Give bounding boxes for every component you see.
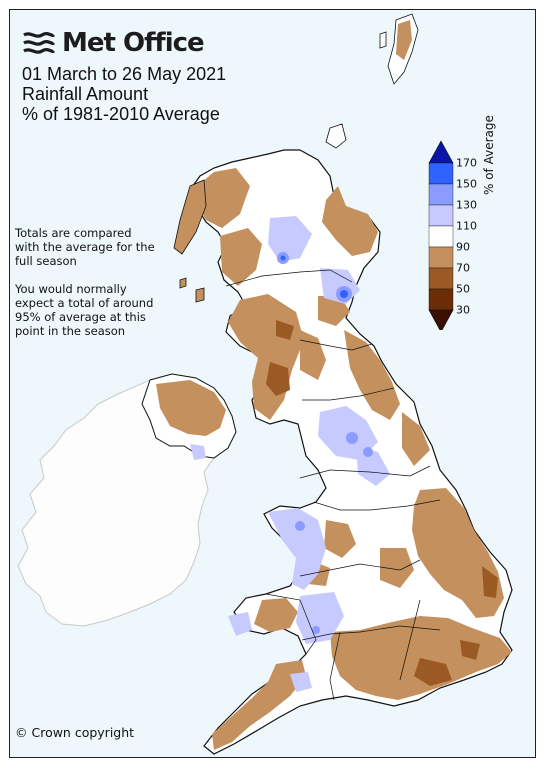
- region-borders: [225, 269, 441, 701]
- title-variable: Rainfall Amount: [22, 84, 149, 104]
- legend-tick-label: 70: [456, 261, 470, 275]
- colorbar: [428, 140, 454, 330]
- legend-title: % of Average: [482, 115, 496, 195]
- colorbar-extend-min: [428, 309, 454, 330]
- note-paragraph-2: You would normally expect a total of aro…: [15, 282, 154, 338]
- colorbar-extend-max: [428, 140, 454, 164]
- met-office-logo: Met Office: [22, 28, 205, 58]
- legend-tick-label: 30: [456, 303, 470, 317]
- legend-tick-label: 150: [456, 177, 477, 191]
- colorbar-cell: [428, 267, 454, 290]
- legend-tick-label: 110: [456, 219, 477, 233]
- well-below-average-areas: [266, 320, 498, 686]
- note-paragraph-1: Totals are compared with the average for…: [15, 226, 155, 268]
- outer-isles: [173, 179, 207, 303]
- colorbar-cell: [428, 183, 454, 206]
- colorbar-cell: [428, 162, 454, 185]
- colorbar-cell: [428, 246, 454, 269]
- met-office-waves-icon: [23, 32, 56, 54]
- legend-tick-label: 90: [456, 240, 470, 254]
- title-period: 01 March to 26 May 2021: [22, 64, 227, 84]
- color-legend: 170 150 130 110 90 70 50 30 % of Average: [420, 115, 530, 330]
- legend-tick-label: 170: [456, 156, 477, 170]
- colorbar-cell: [428, 204, 454, 227]
- copyright-notice: © Crown copyright: [15, 725, 135, 740]
- legend-tick-label: 50: [456, 282, 470, 296]
- brand-name: Met Office: [62, 28, 205, 58]
- colorbar-cell: [428, 288, 454, 311]
- legend-tick-label: 130: [456, 198, 477, 212]
- colorbar-cell: [428, 225, 454, 248]
- title-baseline: % of 1981-2010 Average: [22, 104, 220, 124]
- explanatory-note: Totals are compared with the average for…: [15, 226, 155, 352]
- below-average-areas: [190, 168, 512, 750]
- much-above-average-areas: [277, 252, 373, 634]
- map-title: 01 March to 26 May 2021 Rainfall Amount …: [22, 64, 226, 124]
